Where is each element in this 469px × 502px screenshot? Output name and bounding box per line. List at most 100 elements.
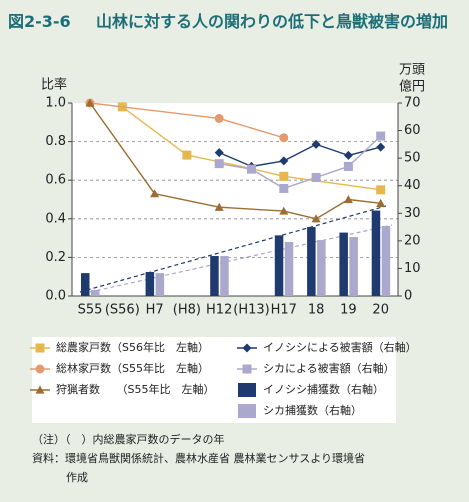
y-tick-label: 1.0	[45, 96, 66, 111]
legend-marker	[35, 343, 45, 353]
y-tick-label: 0.0	[45, 289, 66, 304]
point	[343, 161, 353, 171]
chart-title: 山林に対する人の関わりの低下と鳥獣被害の増加	[96, 12, 449, 31]
legend-label: イノシシによる被害額（右軸）	[263, 340, 417, 354]
note: 作成	[66, 471, 88, 484]
point	[214, 159, 224, 169]
x-tick-label: 20	[372, 303, 389, 318]
y2-tick-label: 70	[404, 96, 421, 111]
point	[343, 150, 353, 160]
point	[279, 171, 289, 181]
point	[376, 142, 386, 152]
title-number: 図2-3-6	[8, 12, 71, 31]
line-segment	[89, 102, 156, 195]
y2-axis-label: 億円	[399, 79, 425, 95]
point	[247, 164, 256, 174]
y-axis-label: 比率	[41, 77, 67, 93]
point	[279, 156, 289, 166]
point	[279, 183, 289, 193]
bar	[284, 241, 294, 296]
y2-tick-label: 20	[404, 233, 421, 248]
point	[150, 189, 160, 198]
bar	[220, 256, 229, 296]
line-segment	[315, 165, 349, 179]
line-segment	[348, 198, 381, 205]
bar	[81, 273, 90, 296]
point	[311, 139, 321, 149]
legend-swatch	[238, 383, 256, 397]
legend-marker	[242, 343, 252, 353]
line-segment	[283, 175, 381, 191]
bar	[317, 240, 326, 296]
line-segment	[219, 162, 252, 170]
line-segment	[347, 135, 382, 167]
legend-box	[32, 337, 396, 423]
point	[214, 148, 224, 158]
bar	[274, 235, 284, 296]
line-segment	[283, 143, 317, 162]
y2-axis-label: 万頭	[399, 63, 425, 78]
line-segment	[154, 193, 220, 208]
x-tick-label: (H13)	[233, 303, 269, 318]
legend-label: シカ捕獲数（右軸）	[263, 403, 362, 417]
line-segment	[251, 168, 285, 190]
point	[376, 185, 386, 195]
x-tick-label: S55	[78, 303, 103, 318]
x-tick-label: H12	[206, 303, 232, 318]
y2-tick-label: 60	[404, 123, 421, 138]
legend-marker	[35, 385, 45, 394]
x-tick-label: 18	[308, 303, 325, 318]
point	[279, 206, 289, 215]
legend-label: イノシシ捕獲数（右軸）	[263, 382, 384, 396]
bar	[145, 272, 155, 296]
point	[311, 172, 321, 182]
y2-tick-label: 10	[404, 261, 421, 276]
x-tick-label: H7	[146, 303, 164, 318]
bar	[307, 227, 316, 296]
bar	[381, 225, 391, 296]
line-segment	[218, 151, 252, 168]
point	[343, 195, 353, 204]
trend-line	[79, 205, 387, 293]
bar	[91, 289, 100, 296]
line-segment	[251, 167, 284, 178]
line-segment	[315, 143, 349, 157]
bar	[371, 210, 381, 296]
bar	[155, 273, 165, 296]
title-block: 図2-3-6 山林に対する人の関わりの低下と鳥獣被害の増加	[8, 10, 463, 33]
trend-line	[89, 224, 393, 293]
y2-tick-label: 50	[404, 151, 421, 166]
x-tick-label: H17	[271, 303, 297, 318]
point	[311, 214, 321, 223]
point	[214, 113, 224, 123]
legend-label: 狩猟者数 （S55年比 左軸）	[56, 382, 214, 396]
legend-marker	[242, 364, 252, 374]
legend-label: シカによる被害額（右軸）	[263, 361, 395, 375]
x-tick-label: (S56)	[105, 303, 140, 318]
legend-label: 総林家戸数（S55年比 左軸）	[56, 361, 209, 375]
bar	[339, 232, 348, 296]
y-tick-label: 0.8	[45, 134, 66, 149]
bar	[349, 236, 358, 296]
note: 資料：環境省鳥獣関係統計、農林水産省 農林業センサスより環境省	[32, 451, 365, 465]
legend-marker	[35, 364, 45, 374]
point	[279, 133, 289, 143]
note: （注）（ ）内総農家戸数のデータの年	[32, 432, 225, 446]
legend-label: 総農家戸数（S56年比 左軸）	[56, 340, 209, 354]
y-tick-label: 0.2	[45, 250, 66, 265]
x-tick-label: (H8)	[173, 303, 201, 318]
line-segment	[219, 206, 284, 212]
line-segment	[89, 102, 220, 120]
y-tick-label: 0.6	[45, 173, 66, 188]
line-segment	[218, 117, 285, 139]
point	[376, 198, 386, 207]
y2-tick-label: 40	[404, 178, 421, 193]
y2-tick-label: 0	[404, 289, 412, 304]
point	[376, 131, 386, 141]
line-segment	[251, 160, 284, 168]
point	[214, 202, 224, 211]
x-tick-label: 19	[340, 303, 357, 318]
bar	[210, 256, 219, 296]
